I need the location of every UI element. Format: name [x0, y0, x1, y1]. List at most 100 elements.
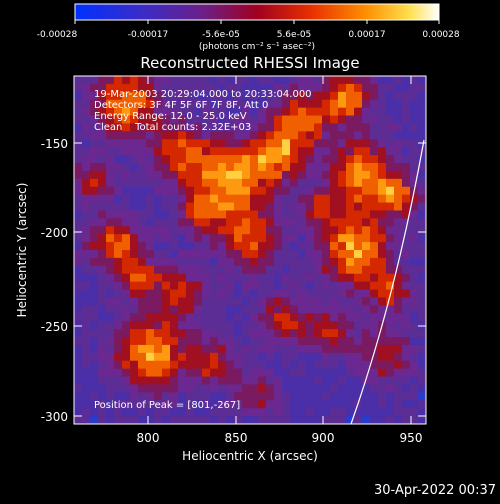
- heatmap-cell: [362, 313, 371, 322]
- heatmap-cell: [266, 337, 275, 346]
- heatmap-cell: [378, 76, 387, 85]
- heatmap-cell: [330, 123, 339, 132]
- heatmap-cell: [90, 210, 99, 219]
- heatmap-cell: [98, 99, 107, 109]
- heatmap-cell: [146, 392, 155, 401]
- heatmap-cell: [282, 115, 291, 125]
- heatmap-cell: [162, 257, 171, 267]
- heatmap-cell: [378, 147, 387, 156]
- heatmap-cell: [330, 344, 339, 354]
- heatmap-cell: [402, 218, 411, 227]
- heatmap-cell: [122, 178, 131, 188]
- heatmap-cell: [282, 76, 291, 85]
- heatmap-cell: [146, 210, 155, 219]
- heatmap-cell: [106, 107, 115, 117]
- heatmap-cell: [394, 265, 403, 275]
- heatmap-cell: [186, 368, 195, 378]
- heatmap-cell: [306, 234, 315, 243]
- heatmap-cell: [402, 368, 411, 378]
- heatmap-cell: [298, 265, 307, 275]
- heatmap-cell: [178, 194, 187, 204]
- heatmap-cell: [170, 313, 179, 322]
- heatmap-cell: [106, 297, 115, 306]
- heatmap-cell: [202, 321, 211, 330]
- heatmap-cell: [346, 194, 355, 204]
- heatmap-cell: [186, 115, 195, 125]
- heatmap-cell: [122, 163, 131, 172]
- heatmap-cell: [306, 416, 315, 424]
- heatmap-cell: [106, 344, 115, 354]
- heatmap-cell: [394, 384, 403, 393]
- heatmap-cell: [122, 76, 131, 85]
- heatmap-cell: [90, 250, 99, 259]
- heatmap-cell: [282, 400, 291, 409]
- heatmap-cell: [290, 360, 299, 370]
- heatmap-cell: [290, 194, 299, 204]
- heatmap-cell: [322, 257, 331, 267]
- heatmap-cell: [402, 273, 411, 283]
- heatmap-cell: [178, 313, 187, 322]
- heatmap-cell: [138, 202, 147, 212]
- heatmap-cell: [258, 273, 267, 283]
- heatmap-cell: [250, 210, 259, 219]
- heatmap-cell: [98, 170, 107, 180]
- heatmap-cell: [298, 178, 307, 188]
- heatmap-cell: [298, 416, 307, 424]
- heatmap-cell: [410, 416, 419, 424]
- heatmap-cell: [346, 178, 355, 188]
- heatmap-cell: [322, 139, 331, 148]
- heatmap-cell: [154, 91, 163, 101]
- heatmap-cell: [82, 210, 91, 219]
- heatmap-cell: [242, 139, 251, 148]
- heatmap-cell: [250, 115, 259, 125]
- heatmap-cell: [362, 131, 371, 140]
- heatmap-cell: [130, 218, 139, 227]
- heatmap-cell: [82, 178, 91, 188]
- heatmap-cell: [218, 91, 227, 101]
- heatmap-cell: [146, 226, 155, 235]
- heatmap-cell: [346, 392, 355, 401]
- heatmap-cell: [130, 250, 139, 259]
- heatmap-cell: [418, 400, 426, 409]
- heatmap-cell: [266, 408, 275, 417]
- heatmap-cell: [74, 186, 83, 196]
- heatmap-cell: [130, 202, 139, 212]
- heatmap-cell: [402, 155, 411, 164]
- heatmap-cell: [306, 321, 315, 330]
- heatmap-cell: [266, 344, 275, 354]
- heatmap-cell: [410, 297, 419, 306]
- heatmap-cell: [74, 91, 83, 101]
- heatmap-cell: [98, 297, 107, 306]
- heatmap-cell: [322, 226, 331, 235]
- heatmap-cell: [74, 257, 83, 267]
- heatmap-cell: [138, 226, 147, 235]
- heatmap-cell: [218, 297, 227, 306]
- heatmap-cell: [386, 186, 395, 196]
- heatmap-cell: [154, 147, 163, 156]
- heatmap-cell: [202, 265, 211, 275]
- heatmap-cell: [410, 337, 419, 346]
- y-tick-label: -200: [41, 226, 68, 240]
- heatmap-cell: [146, 305, 155, 314]
- heatmap-cell: [346, 250, 355, 259]
- heatmap-cell: [290, 186, 299, 196]
- heatmap-cell: [250, 186, 259, 196]
- heatmap-cell: [170, 408, 179, 417]
- heatmap-cell: [394, 337, 403, 346]
- heatmap-cell: [122, 392, 131, 401]
- heatmap-cell: [258, 376, 267, 386]
- heatmap-cell: [386, 210, 395, 219]
- heatmap-cell: [82, 329, 91, 338]
- heatmap-cell: [202, 360, 211, 370]
- heatmap-cell: [298, 352, 307, 362]
- heatmap-cell: [170, 178, 179, 188]
- heatmap-cell: [90, 289, 99, 299]
- heatmap-cell: [298, 123, 307, 132]
- heatmap-cell: [346, 226, 355, 235]
- heatmap-cell: [178, 107, 187, 117]
- heatmap-cell: [162, 178, 171, 188]
- timestamp: 30-Apr-2022 00:37: [374, 483, 496, 498]
- x-axis-label: Heliocentric X (arcsec): [182, 449, 318, 463]
- heatmap-cell: [138, 321, 147, 330]
- heatmap-cell: [186, 297, 195, 306]
